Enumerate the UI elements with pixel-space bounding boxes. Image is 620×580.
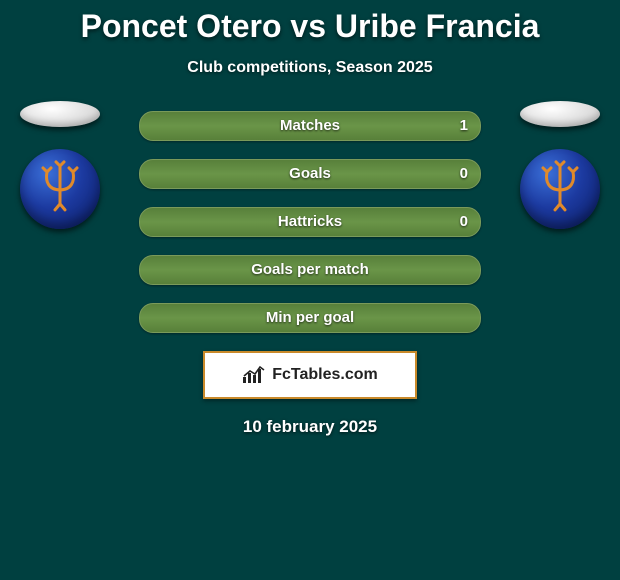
stat-value: 1 — [460, 112, 468, 140]
stat-rows: Matches 1 Goals 0 Hattricks 0 Goals per … — [0, 111, 620, 333]
stat-row: Goals 0 — [139, 159, 481, 189]
comparison-card: Poncet Otero vs Uribe Francia Club compe… — [0, 0, 620, 580]
page-title: Poncet Otero vs Uribe Francia — [0, 0, 620, 45]
stat-row: Goals per match — [139, 255, 481, 285]
stat-row: Hattricks 0 — [139, 207, 481, 237]
stat-row: Matches 1 — [139, 111, 481, 141]
stat-value: 0 — [460, 208, 468, 236]
footer-date: 10 february 2025 — [0, 417, 620, 437]
stat-label: Goals — [140, 160, 480, 188]
stat-label: Goals per match — [140, 256, 480, 284]
stat-label: Matches — [140, 112, 480, 140]
brand-text: FcTables.com — [272, 366, 378, 384]
page-subtitle: Club competitions, Season 2025 — [0, 59, 620, 77]
stat-label: Min per goal — [140, 304, 480, 332]
stat-label: Hattricks — [140, 208, 480, 236]
stat-row: Min per goal — [139, 303, 481, 333]
bar-chart-icon — [242, 365, 266, 385]
content-area: Matches 1 Goals 0 Hattricks 0 Goals per … — [0, 111, 620, 437]
stat-value: 0 — [460, 160, 468, 188]
brand-box[interactable]: FcTables.com — [203, 351, 417, 399]
brand-inner: FcTables.com — [242, 365, 378, 385]
